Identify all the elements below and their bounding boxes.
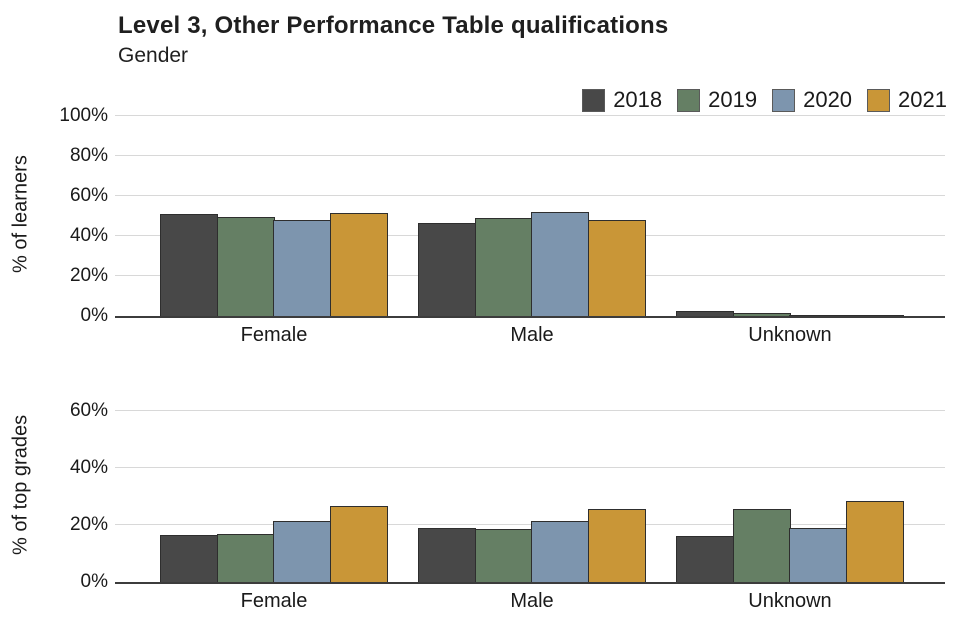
legend-swatch-2021 (867, 88, 891, 112)
legend-item-2019: 2019 (677, 87, 757, 113)
y-tick-label: 60% (69, 185, 108, 206)
bar-2019-female (216, 217, 275, 316)
legend-label: 2018 (613, 87, 663, 112)
legend-label: 2021 (898, 87, 947, 112)
y-tick-label: 60% (69, 399, 108, 421)
x-category-labels: Female Male Unknown (115, 590, 945, 618)
y-tick-label: 20% (69, 513, 108, 535)
bar-2020-male (531, 520, 590, 582)
category-label-male: Male (510, 324, 554, 346)
y-tick-label: 0% (80, 305, 108, 326)
bar-2019-female (216, 533, 275, 582)
bar-2019-male (474, 529, 533, 582)
bar-2019-unknown (732, 313, 791, 316)
y-tick-label: 80% (69, 145, 108, 166)
bar-2018-female (160, 534, 219, 582)
chart-title: Level 3, Other Performance Table qualifi… (118, 12, 669, 39)
legend-item-2020: 2020 (772, 87, 852, 113)
y-tick-label: 0% (80, 571, 108, 592)
y-tick-labels: 0% 20% 40% 60% (30, 388, 108, 592)
bar-2020-female (273, 520, 332, 582)
bars-layer (115, 388, 945, 582)
gridline (115, 155, 945, 156)
legend: 2018 2019 2020 2021 (582, 86, 947, 114)
legend-label: 2019 (708, 87, 758, 112)
bar-2021-female (329, 213, 388, 316)
y-tick-label: 40% (69, 456, 108, 478)
bar-2018-female (160, 214, 219, 316)
bar-2018-male (418, 527, 477, 582)
category-band-unknown (661, 112, 919, 316)
y-tick-labels: 0% 20% 40% 60% 80% 100% (30, 105, 108, 326)
plot-area (115, 388, 945, 584)
chart-subtitle: Gender (118, 44, 189, 67)
bar-2018-male (418, 223, 477, 316)
bar-2021-unknown (845, 314, 904, 316)
gridline (115, 409, 945, 411)
bar-2021-female (329, 506, 388, 582)
y-tick-label: 20% (69, 265, 108, 286)
bar-2020-female (273, 220, 332, 316)
y-tick-label: 100% (59, 105, 108, 126)
bars-layer (115, 112, 945, 316)
category-label-unknown: Unknown (748, 324, 832, 346)
gridline (115, 115, 945, 116)
bar-2020-male (531, 212, 590, 316)
category-label-male: Male (510, 590, 554, 612)
legend-item-2018: 2018 (582, 87, 662, 113)
gridline (115, 195, 945, 196)
y-tick-label: 40% (69, 225, 108, 246)
category-band-female (145, 388, 403, 582)
bar-2021-male (587, 220, 646, 316)
category-band-male (403, 388, 661, 582)
bar-2020-unknown (789, 315, 848, 316)
bar-2018-unknown (676, 536, 735, 582)
bar-2021-male (587, 509, 646, 582)
bar-2019-unknown (732, 509, 791, 582)
category-band-male (403, 112, 661, 316)
category-label-female: Female (240, 324, 308, 346)
gridline (115, 466, 945, 468)
legend-item-2021: 2021 (867, 87, 947, 113)
bar-2020-unknown (789, 527, 848, 582)
x-category-labels: Female Male Unknown (115, 324, 945, 352)
legend-swatch-2020 (772, 88, 796, 112)
plot-area (115, 112, 945, 318)
category-band-female (145, 112, 403, 316)
bar-2018-unknown (676, 311, 735, 316)
bar-2021-unknown (845, 500, 904, 582)
legend-swatch-2019 (677, 88, 701, 112)
category-band-unknown (661, 388, 919, 582)
legend-swatch-2018 (582, 88, 606, 112)
category-label-unknown: Unknown (748, 590, 832, 612)
category-label-female: Female (240, 590, 308, 612)
bar-2019-male (474, 218, 533, 316)
gridline (115, 523, 945, 525)
legend-label: 2020 (803, 87, 853, 112)
